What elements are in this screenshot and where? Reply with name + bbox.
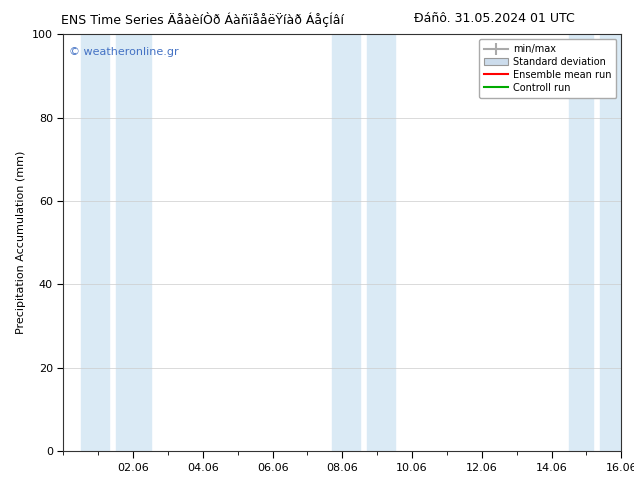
- Bar: [81, 34, 109, 451]
- Bar: [600, 34, 621, 451]
- Text: Đáñô. 31.05.2024 01 UTC: Đáñô. 31.05.2024 01 UTC: [414, 12, 575, 25]
- Bar: [332, 34, 360, 451]
- Y-axis label: Precipitation Accumulation (mm): Precipitation Accumulation (mm): [16, 151, 27, 334]
- Bar: [366, 34, 394, 451]
- Text: ENS Time Series ÄåàèíÒð ÁàñïååëŸíàð ÁåçÍâí: ENS Time Series ÄåàèíÒð ÁàñïååëŸíàð ÁåçÍ…: [61, 12, 344, 27]
- Bar: [115, 34, 150, 451]
- Text: © weatheronline.gr: © weatheronline.gr: [69, 47, 179, 57]
- Bar: [569, 34, 593, 451]
- Legend: min/max, Standard deviation, Ensemble mean run, Controll run: min/max, Standard deviation, Ensemble me…: [479, 39, 616, 98]
